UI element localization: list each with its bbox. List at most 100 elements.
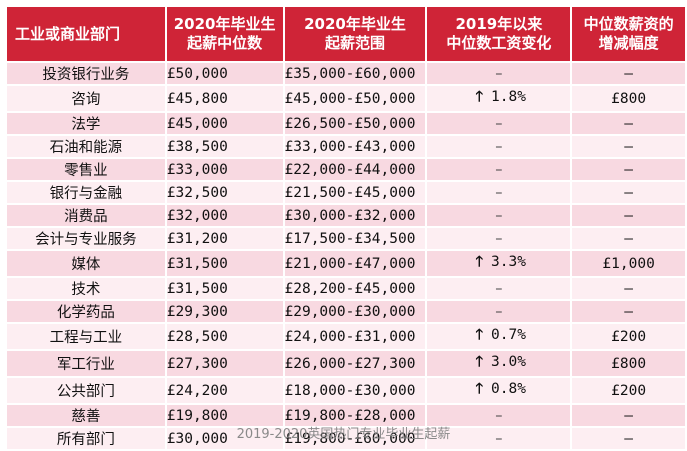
median-change-cell: 🡑 3.3% [427,251,571,276]
table-row: 媒体 £31,500 £21,000-£47,000 🡑 3.3% £1,000 [7,251,685,276]
median-change-cell: – [427,228,571,249]
salary-range-cell: £21,500-£45,000 [284,182,426,203]
header-row: 工业或商业部门 2020年毕业生 起薪中位数 2020年毕业生 起薪范围 2019年… [7,7,685,61]
sector-cell: 石油和能源 [7,136,165,157]
salary-range-cell: £18,000-£30,000 [284,378,426,403]
arrow-up-icon: 🡑 [475,89,483,105]
median-salary-cell: £50,000 [166,63,283,84]
median-salary-cell: £45,800 [166,86,283,111]
median-change-value: – [495,303,503,320]
header-sector: 工业或商业部门 [7,7,165,61]
salary-increase-cell: £800 [572,351,685,376]
table-row: 投资银行业务 £50,000 £35,000-£60,000 – – [7,63,685,84]
median-salary-cell: £28,500 [166,324,283,349]
salary-increase-cell: £800 [572,86,685,111]
median-salary-cell: £32,500 [166,182,283,203]
median-change-cell: – [427,301,571,322]
header-change: 2019年以来 中位数工资变化 [427,7,571,61]
sector-cell: 法学 [7,113,165,134]
median-change-value: 0.8% [491,381,526,397]
salary-range-cell: £28,200-£45,000 [284,278,426,299]
salary-increase-cell: – [572,113,685,134]
median-change-cell: – [427,182,571,203]
sector-cell: 军工行业 [7,351,165,376]
salary-range-cell: £29,000-£30,000 [284,301,426,322]
median-change-cell: – [427,159,571,180]
median-change-cell: 🡑 1.8% [427,86,571,111]
sector-cell: 工程与工业 [7,324,165,349]
sector-cell: 咨询 [7,86,165,111]
sector-cell: 慈善 [7,405,165,426]
sector-cell: 所有部门 [7,428,165,449]
median-change-value: 1.8% [491,89,526,105]
salary-range-cell: £33,000-£43,000 [284,136,426,157]
salary-increase-cell: – [572,278,685,299]
table-row: 消费品 £32,000 £30,000-£32,000 – – [7,205,685,226]
arrow-up-icon: 🡑 [475,354,483,370]
median-change-value: – [495,115,503,132]
salary-increase-cell: – [572,63,685,84]
table-row: 慈善 £19,800 £19,800-£28,000 – – [7,405,685,426]
median-change-value: – [495,430,503,447]
sector-cell: 媒体 [7,251,165,276]
table-row: 技术 £31,500 £28,200-£45,000 – – [7,278,685,299]
salary-increase-cell: – [572,301,685,322]
sector-cell: 公共部门 [7,378,165,403]
table-row: 零售业 £33,000 £22,000-£44,000 – – [7,159,685,180]
median-change-value: – [495,280,503,297]
salary-increase-cell: – [572,182,685,203]
sector-cell: 技术 [7,278,165,299]
median-salary-cell: £32,000 [166,205,283,226]
median-salary-cell: £31,500 [166,251,283,276]
median-change-value: 3.0% [491,354,526,370]
median-salary-cell: £31,200 [166,228,283,249]
median-salary-cell: £19,800 [166,405,283,426]
salary-range-cell: £45,000-£50,000 [284,86,426,111]
sector-cell: 银行与金融 [7,182,165,203]
sector-cell: 投资银行业务 [7,63,165,84]
median-change-cell: – [427,205,571,226]
table-row: 法学 £45,000 £26,500-£50,000 – – [7,113,685,134]
salary-increase-cell: £200 [572,324,685,349]
sector-cell: 消费品 [7,205,165,226]
salary-range-cell: £24,000-£31,000 [284,324,426,349]
median-change-cell: – [427,278,571,299]
median-change-value: – [495,65,503,82]
table-row: 所有部门 £30,000 £19,800-£60,000 – – [7,428,685,449]
sector-cell: 化学药品 [7,301,165,322]
median-change-value: – [495,161,503,178]
median-change-cell: 🡑 3.0% [427,351,571,376]
salary-range-cell: £30,000-£32,000 [284,205,426,226]
median-change-cell: 🡑 0.7% [427,324,571,349]
median-change-value: – [495,138,503,155]
salary-increase-cell: – [572,159,685,180]
salary-increase-cell: – [572,228,685,249]
median-change-cell: 🡑 0.8% [427,378,571,403]
arrow-up-icon: 🡑 [475,327,483,343]
salary-increase-cell: – [572,136,685,157]
median-change-cell: – [427,405,571,426]
median-salary-cell: £31,500 [166,278,283,299]
sector-cell: 零售业 [7,159,165,180]
median-change-cell: – [427,136,571,157]
table-row: 会计与专业服务 £31,200 £17,500-£34,500 – – [7,228,685,249]
median-change-cell: – [427,428,571,449]
arrow-up-icon: 🡑 [475,254,483,270]
median-salary-cell: £30,000 [166,428,283,449]
table-row: 石油和能源 £38,500 £33,000-£43,000 – – [7,136,685,157]
header-range: 2020年毕业生 起薪范围 [284,7,426,61]
table-row: 工程与工业 £28,500 £24,000-£31,000 🡑 0.7% £200 [7,324,685,349]
median-change-value: – [495,207,503,224]
median-change-value: – [495,230,503,247]
salary-range-cell: £21,000-£47,000 [284,251,426,276]
median-change-value: – [495,184,503,201]
salary-range-cell: £19,800-£28,000 [284,405,426,426]
header-median: 2020年毕业生 起薪中位数 [166,7,283,61]
sector-cell: 会计与专业服务 [7,228,165,249]
salary-range-cell: £19,800-£60,000 [284,428,426,449]
median-salary-cell: £38,500 [166,136,283,157]
salary-increase-cell: £1,000 [572,251,685,276]
median-salary-cell: £27,300 [166,351,283,376]
salary-table: 工业或商业部门 2020年毕业生 起薪中位数 2020年毕业生 起薪范围 2019年… [5,5,687,451]
table-row: 公共部门 £24,200 £18,000-£30,000 🡑 0.8% £200 [7,378,685,403]
